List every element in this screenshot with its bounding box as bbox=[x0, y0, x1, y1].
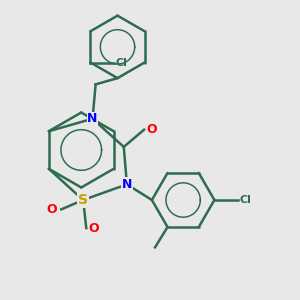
Text: N: N bbox=[122, 178, 132, 191]
Text: Cl: Cl bbox=[239, 195, 251, 205]
Text: O: O bbox=[147, 123, 157, 136]
Text: O: O bbox=[46, 203, 57, 216]
Text: N: N bbox=[87, 112, 98, 125]
Text: S: S bbox=[78, 193, 88, 207]
Text: O: O bbox=[89, 222, 99, 235]
Text: Cl: Cl bbox=[116, 58, 127, 68]
